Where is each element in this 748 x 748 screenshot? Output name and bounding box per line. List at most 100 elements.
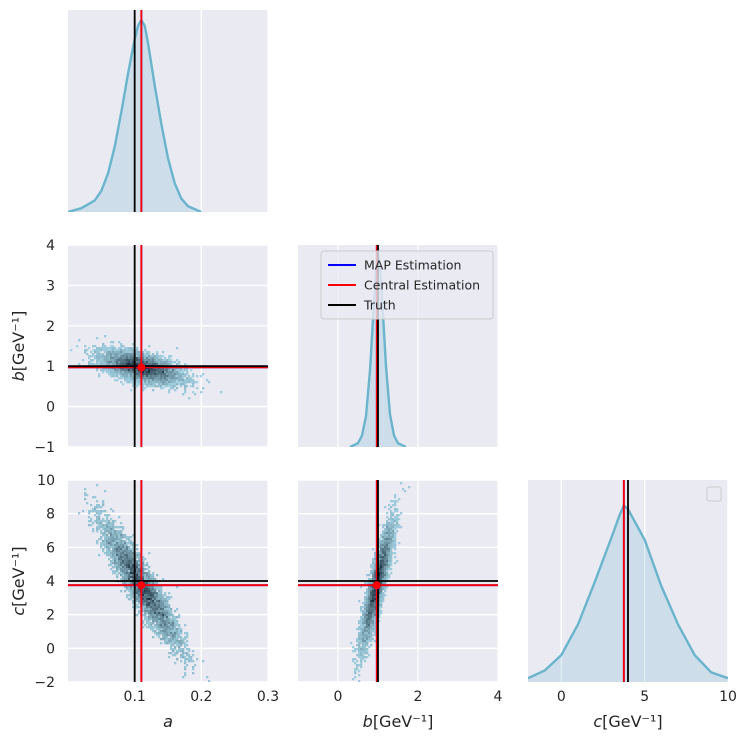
- hist-cell: [380, 582, 383, 585]
- hist-cell: [170, 630, 173, 633]
- hist-cell: [136, 572, 139, 575]
- hist-cell: [396, 510, 399, 513]
- hist-cell: [384, 562, 387, 565]
- hist-cell: [138, 381, 141, 384]
- hist-cell: [374, 566, 377, 569]
- hist-cell: [390, 558, 393, 561]
- hist-cell: [182, 648, 185, 651]
- hist-cell: [142, 359, 145, 362]
- hist-cell: [178, 381, 181, 384]
- hist-cell: [378, 614, 381, 617]
- hist-cell: [172, 642, 175, 645]
- hist-cell: [122, 528, 125, 531]
- hist-cell: [148, 586, 151, 589]
- hist-cell: [158, 598, 161, 601]
- hist-cell: [112, 375, 115, 378]
- hist-cell: [394, 542, 397, 545]
- hist-cell: [128, 594, 131, 597]
- hist-cell: [106, 542, 109, 545]
- hist-cell: [124, 544, 127, 547]
- hist-cell: [172, 620, 175, 623]
- hist-cell: [144, 586, 147, 589]
- hist-cell: [136, 347, 139, 350]
- hist-cell: [106, 371, 109, 374]
- hist-cell: [148, 578, 151, 581]
- hist-cell: [102, 524, 105, 527]
- hist-cell: [374, 612, 377, 615]
- hist-cell: [120, 556, 123, 559]
- hist-cell: [150, 377, 153, 380]
- hist-cell: [112, 542, 115, 545]
- hist-cell: [100, 361, 103, 364]
- hist-cell: [162, 596, 165, 599]
- hist-cell: [130, 596, 133, 599]
- hist-cell: [122, 582, 125, 585]
- hist-cell: [182, 642, 185, 645]
- hist-cell: [136, 576, 139, 579]
- hist-cell: [112, 522, 115, 525]
- hist-cell: [372, 590, 375, 593]
- hist-cell: [162, 578, 165, 581]
- hist-cell: [160, 355, 163, 358]
- hist-cell: [118, 369, 121, 372]
- hist-cell: [120, 548, 123, 551]
- hist-cell: [122, 568, 125, 571]
- hist-cell: [108, 536, 111, 539]
- hist-cell: [400, 526, 403, 529]
- hist-cell: [116, 361, 119, 364]
- hist-cell: [362, 640, 365, 643]
- hist-cell: [120, 570, 123, 573]
- hist-cell: [378, 562, 381, 565]
- hist-cell: [128, 556, 131, 559]
- x-tick-label-c: 10: [719, 689, 737, 705]
- hist-cell: [354, 662, 357, 665]
- hist-cell: [370, 592, 373, 595]
- hist-cell: [180, 385, 183, 388]
- hist-cell: [110, 534, 113, 537]
- hist-cell: [388, 518, 391, 521]
- hist-cell: [390, 540, 393, 543]
- hist-cell: [104, 530, 107, 533]
- hist-cell: [112, 355, 115, 358]
- hist-cell: [168, 612, 171, 615]
- hist-cell: [102, 548, 105, 551]
- hist-cell: [370, 588, 373, 591]
- hist-cell: [402, 488, 405, 491]
- hist-cell: [368, 588, 371, 591]
- hist-cell: [372, 626, 375, 629]
- hist-cell: [394, 540, 397, 543]
- hist-cell: [144, 568, 147, 571]
- hist-cell: [378, 602, 381, 605]
- hist-cell: [374, 552, 377, 555]
- hist-cell: [202, 373, 205, 376]
- hist-cell: [164, 622, 167, 625]
- hist-cell: [364, 606, 367, 609]
- hist-cell: [364, 592, 367, 595]
- hist-cell: [106, 520, 109, 523]
- hist-cell: [146, 602, 149, 605]
- hist-cell: [390, 534, 393, 537]
- hist-cell: [124, 554, 127, 557]
- hist-cell: [164, 638, 167, 641]
- hist-cell: [114, 552, 117, 555]
- hist-cell: [150, 355, 153, 358]
- hist-cell: [148, 379, 151, 382]
- hist-cell: [166, 634, 169, 637]
- hist-cell: [150, 606, 153, 609]
- hist-cell: [380, 594, 383, 597]
- hist-cell: [146, 626, 149, 629]
- hist-cell: [130, 363, 133, 366]
- hist-cell: [148, 608, 151, 611]
- hist-cell: [110, 556, 113, 559]
- hist-cell: [152, 604, 155, 607]
- hist-cell: [176, 375, 179, 378]
- hist-cell: [382, 536, 385, 539]
- hist-cell: [386, 564, 389, 567]
- hist-cell: [194, 393, 197, 396]
- hist-cell: [116, 568, 119, 571]
- hist-cell: [160, 586, 163, 589]
- hist-cell: [372, 582, 375, 585]
- hist-cell: [138, 552, 141, 555]
- hist-cell: [154, 606, 157, 609]
- hist-cell: [132, 383, 135, 386]
